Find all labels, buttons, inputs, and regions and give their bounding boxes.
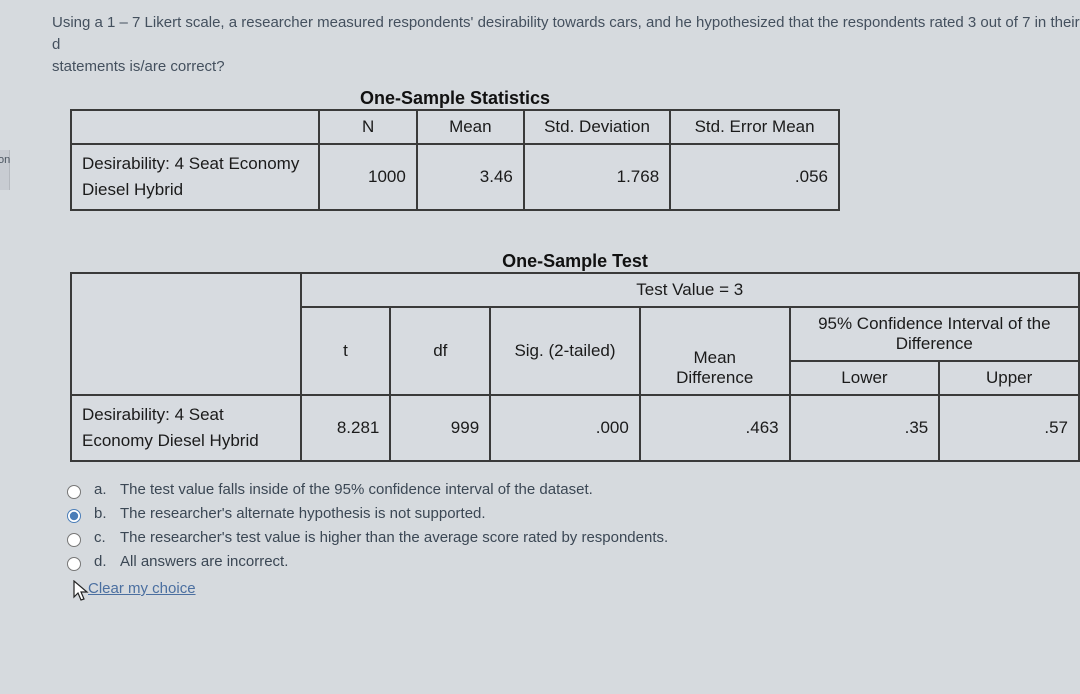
left-nav-tab-label: on	[0, 156, 12, 165]
stats-header-stderr: Std. Error Mean	[670, 110, 839, 144]
test-header-blank	[71, 273, 301, 395]
test-row-lower: .35	[790, 395, 940, 461]
one-sample-test-table: Test Value = 3 t df Sig. (2-tailed) Mean…	[70, 272, 1080, 462]
answer-text-c: The researcher's test value is higher th…	[120, 526, 668, 550]
answer-letter-d: d.	[94, 550, 110, 574]
page: on Using a 1 – 7 Likert scale, a researc…	[0, 0, 1080, 694]
test-header-ci: 95% Confidence Interval of the Differenc…	[790, 307, 1079, 361]
answer-option-b[interactable]: b. The researcher's alternate hypothesis…	[62, 502, 1080, 526]
answer-option-a[interactable]: a. The test value falls inside of the 95…	[62, 478, 1080, 502]
test-row-t: 8.281	[301, 395, 391, 461]
stats-row-stderr: .056	[670, 144, 839, 210]
stats-row-n: 1000	[319, 144, 416, 210]
answer-text-a: The test value falls inside of the 95% c…	[120, 478, 593, 502]
test-header-mean-top: Mean	[693, 348, 736, 367]
test-table-title: One-Sample Test	[70, 251, 1080, 272]
one-sample-statistics-table: N Mean Std. Deviation Std. Error Mean De…	[70, 109, 840, 211]
test-header-upper: Upper	[939, 361, 1079, 395]
answer-text-d: All answers are incorrect.	[120, 550, 288, 574]
stats-row-stddev: 1.768	[524, 144, 670, 210]
test-header-t: t	[301, 307, 391, 395]
radio-a[interactable]	[67, 485, 81, 499]
stats-row-mean: 3.46	[417, 144, 524, 210]
answer-letter-b: b.	[94, 502, 110, 526]
test-row-label-line1: Desirability: 4 Seat	[82, 405, 224, 424]
question-text: Using a 1 – 7 Likert scale, a researcher…	[0, 8, 1080, 84]
answer-options: a. The test value falls inside of the 95…	[62, 478, 1080, 574]
answer-letter-c: c.	[94, 526, 110, 550]
test-header-ci-line1: 95% Confidence Interval of the	[818, 314, 1050, 333]
stats-row-label: Desirability: 4 Seat Economy Diesel Hybr…	[71, 144, 319, 210]
stats-row-label-line2: Diesel Hybrid	[82, 180, 183, 199]
answer-option-d[interactable]: d. All answers are incorrect.	[62, 550, 1080, 574]
radio-b[interactable]	[67, 509, 81, 523]
question-line2: statements is/are correct?	[52, 58, 225, 75]
stats-row-label-line1: Desirability: 4 Seat Economy	[82, 154, 299, 173]
stats-header-blank	[71, 110, 319, 144]
answer-letter-a: a.	[94, 478, 110, 502]
stats-table-title: One-Sample Statistics	[70, 88, 840, 109]
test-header-lower: Lower	[790, 361, 940, 395]
test-header-sig: Sig. (2-tailed)	[490, 307, 640, 395]
stats-header-stddev: Std. Deviation	[524, 110, 670, 144]
stats-header-mean: Mean	[417, 110, 524, 144]
answer-option-c[interactable]: c. The researcher's test value is higher…	[62, 526, 1080, 550]
question-line1: Using a 1 – 7 Likert scale, a researcher…	[52, 14, 1080, 53]
test-row-label-line2: Economy Diesel Hybrid	[82, 431, 259, 450]
test-header-ci-line2: Difference	[896, 334, 973, 353]
test-row-label: Desirability: 4 Seat Economy Diesel Hybr…	[71, 395, 301, 461]
radio-c[interactable]	[67, 533, 81, 547]
test-header-mean-bot: Difference	[676, 368, 753, 387]
test-row-upper: .57	[939, 395, 1079, 461]
radio-d[interactable]	[67, 557, 81, 571]
clear-my-choice-link[interactable]: Clear my choice	[88, 580, 196, 597]
test-row-sig: .000	[490, 395, 640, 461]
stats-header-n: N	[319, 110, 416, 144]
content-area: One-Sample Statistics N Mean Std. Deviat…	[70, 88, 1080, 462]
test-row-meandiff: .463	[640, 395, 790, 461]
test-header-meandiff: Mean Difference	[640, 307, 790, 395]
test-header-df: df	[390, 307, 490, 395]
answer-text-b: The researcher's alternate hypothesis is…	[120, 502, 486, 526]
test-header-testvalue: Test Value = 3	[301, 273, 1080, 307]
test-row-df: 999	[390, 395, 490, 461]
